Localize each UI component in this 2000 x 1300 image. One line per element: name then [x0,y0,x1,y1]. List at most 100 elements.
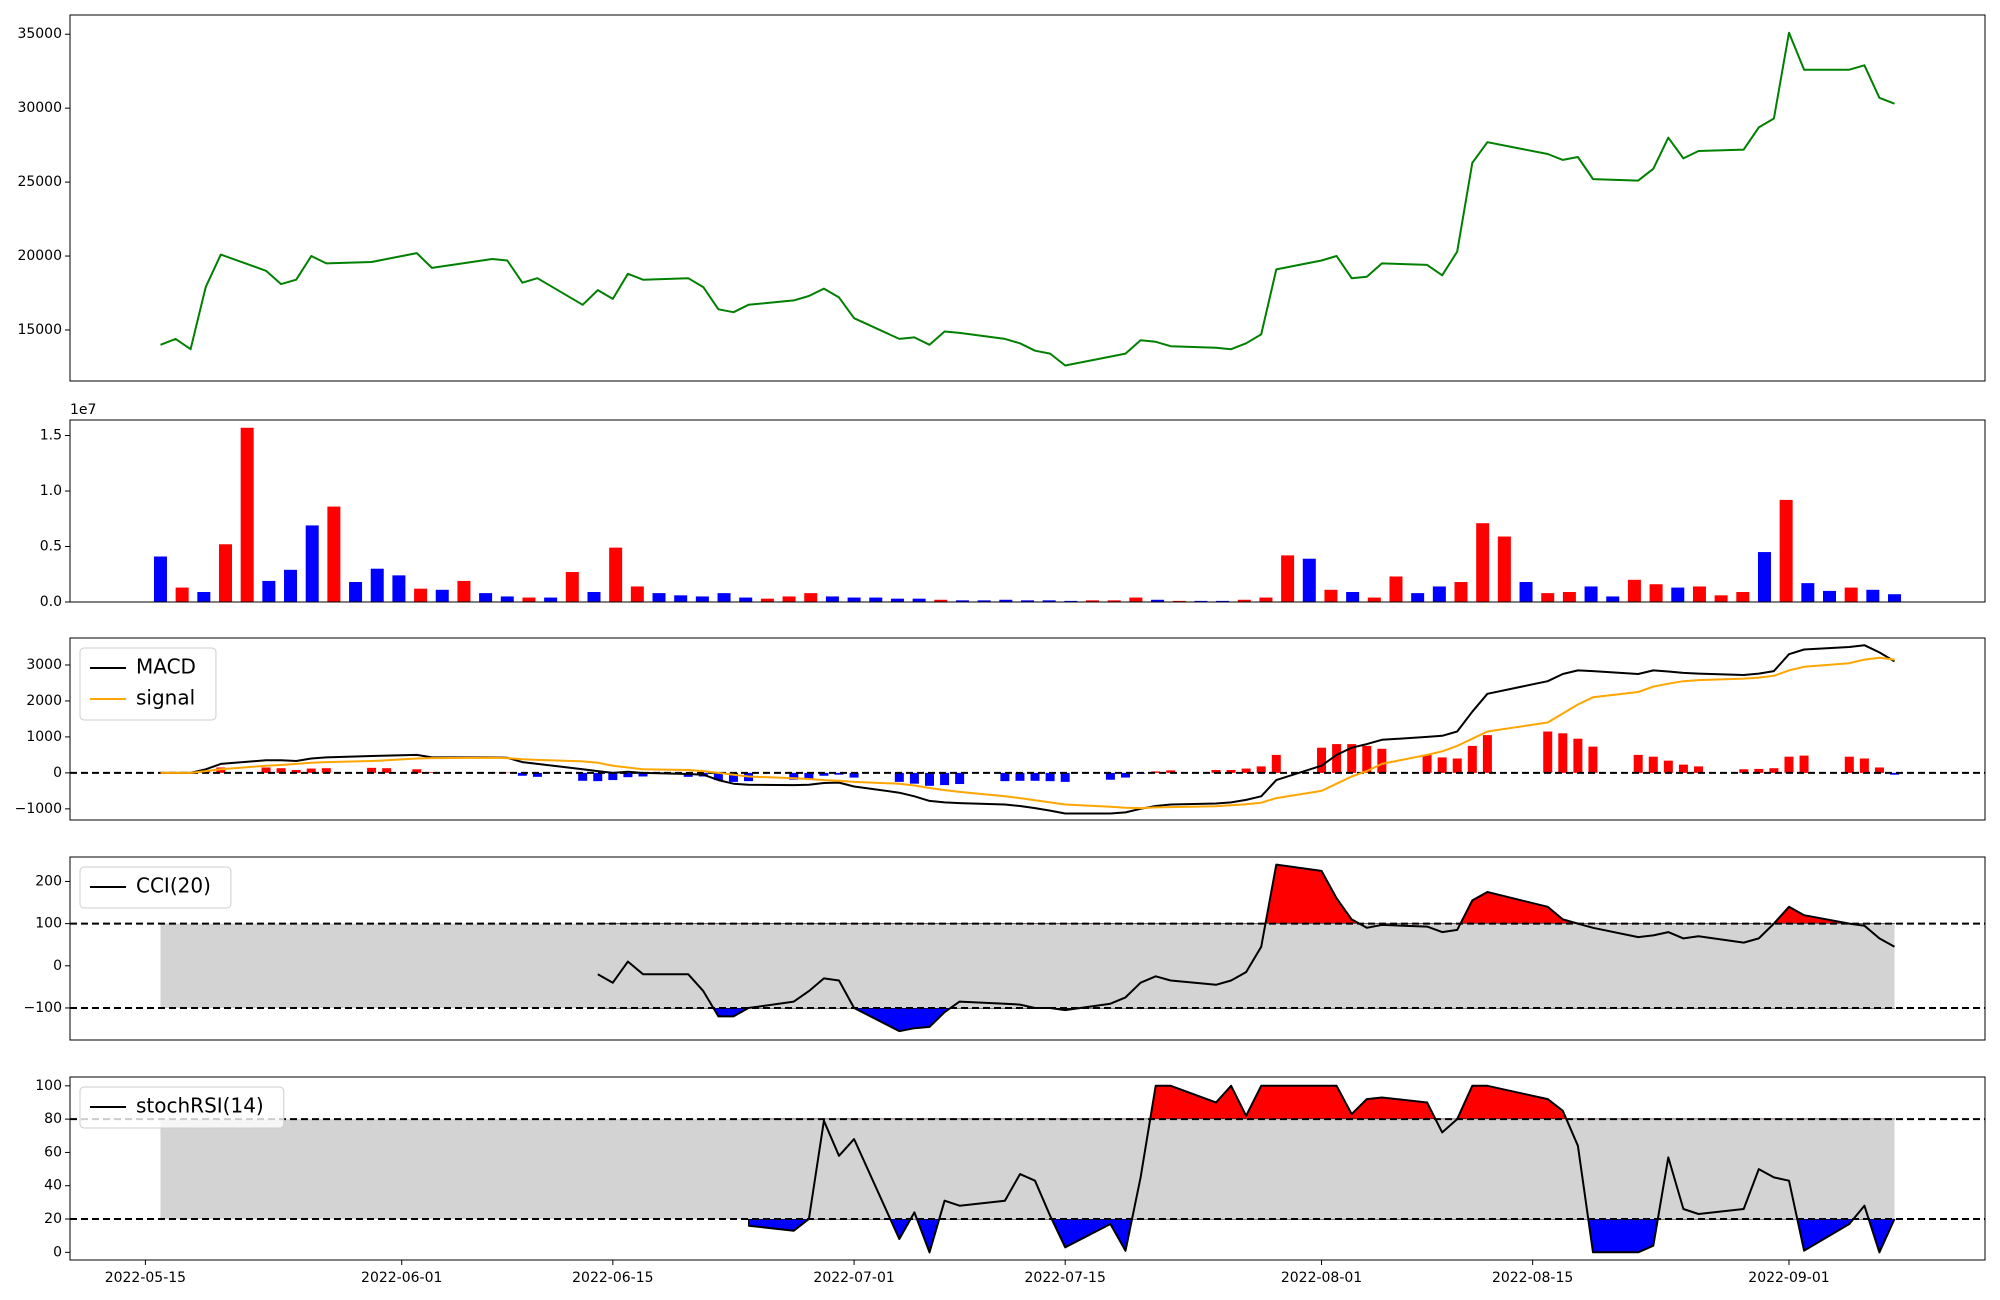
histogram-bar [1256,766,1266,773]
histogram-bar [1663,760,1673,773]
y-tick-label: 1000 [26,729,62,745]
histogram-bar [1633,754,1643,773]
histogram-bar [1452,758,1462,773]
volume-bar [674,595,688,602]
volume-bar [1823,590,1837,602]
histogram-bar [367,767,377,773]
histogram-bar [1739,769,1749,773]
histogram-bar [1362,745,1372,773]
volume-bar [1389,576,1403,602]
volume-bar [695,596,709,602]
volume-bar [1757,552,1771,602]
volume-bar [1801,583,1815,602]
histogram-bar [1754,768,1764,773]
legend-label: stochRSI(14) [136,1094,264,1118]
histogram-bar [1799,755,1809,773]
volume-bar [825,596,839,602]
volume-bar [1216,600,1230,602]
volume-bar [1649,584,1663,602]
neutral-band [160,1119,1895,1220]
below-fill [597,1007,1895,1032]
volume-bar [284,569,298,602]
volume-bar [392,575,406,602]
volume-bar [1606,596,1620,602]
histogram-bar [1437,757,1447,773]
y-tick-label: 2000 [26,693,62,709]
y-tick-label: 60 [44,1144,62,1160]
volume-bar [587,592,601,602]
histogram-bar [1317,747,1327,773]
x-tick-label: 2022-08-01 [1281,1270,1362,1286]
histogram-bar [1482,735,1492,773]
volume-bar [1302,558,1316,602]
volume-bar [1172,600,1186,602]
histogram-bar [261,767,271,773]
volume-bar [630,586,644,602]
histogram-bar [789,772,799,780]
histogram-bar [1859,758,1869,773]
volume-bar [1129,597,1143,602]
volume-bar [1671,587,1685,602]
volume-bar [1042,600,1056,602]
volume-bar [652,593,666,602]
volume-bar [175,587,189,602]
volume-bar [1584,586,1598,602]
volume-bar [1562,592,1576,602]
volume-bar [847,597,861,602]
x-tick-label: 2022-07-15 [1025,1270,1106,1286]
y-tick-label: 25000 [17,174,62,190]
histogram-bar [321,768,331,773]
legend-box [79,1086,285,1129]
histogram-bar [1332,744,1342,773]
y-tick-label: 20 [44,1211,62,1227]
histogram-bar [1151,771,1161,773]
histogram-bar [1377,748,1387,773]
x-tick-label: 2022-05-15 [105,1270,186,1286]
y-tick-label: 30000 [17,100,62,116]
volume-bar [1519,582,1533,602]
volume-bar [1888,594,1902,602]
y-tick-label: 0 [53,1244,62,1260]
histogram-bar [1678,764,1688,773]
histogram-bar [1347,744,1357,773]
volume-bar [153,556,167,602]
histogram-bar [1121,772,1131,778]
histogram-bar [1874,767,1884,773]
volume-bar [1432,586,1446,602]
histogram-bar [1105,772,1115,780]
histogram-bar [1694,766,1704,773]
volume-bar [1476,523,1490,602]
histogram-bar [1045,772,1055,782]
neutral-band [160,923,1895,1008]
histogram-bar [1000,772,1010,782]
legend: MACD signal [79,647,217,721]
histogram-bar [894,772,904,782]
indicator-line [160,656,1895,810]
x-tick-label: 2022-08-15 [1492,1270,1573,1286]
histogram-bar [1588,746,1598,773]
histogram-bar [578,772,588,781]
volume-bar [955,600,969,602]
y-tick-label: 1.5 [40,428,62,444]
y-tick-label: 15000 [17,322,62,338]
volume-bar [1736,592,1750,602]
volume-bar [479,593,493,602]
histogram-bar [1422,754,1432,773]
volume-bar [1714,595,1728,602]
volume-bar [782,596,796,602]
histogram-bar [427,772,437,773]
x-tick-label: 2022-09-01 [1748,1270,1829,1286]
histogram-bar [1784,756,1794,773]
volume-bar [1346,592,1360,602]
legend-label: signal [136,686,195,710]
histogram-bar [713,772,723,781]
histogram-bar [1211,770,1221,773]
histogram-bar [834,772,844,775]
volume-bar [240,427,254,602]
volume-bar [565,572,579,602]
volume-bar [1497,536,1511,602]
y-tick-label: 200 [35,873,62,889]
volume-bar [804,593,818,602]
